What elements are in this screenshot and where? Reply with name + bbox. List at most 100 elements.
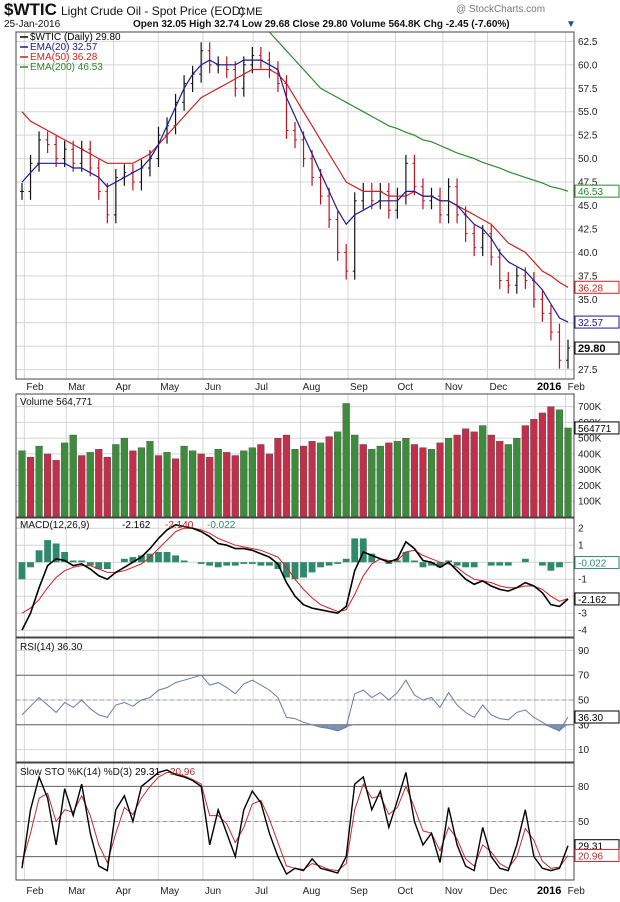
macd-histogram-bar [291, 562, 299, 580]
macd-legend-value: -2.162 [122, 520, 151, 531]
volume-bar [538, 412, 546, 518]
volume-bar [61, 442, 69, 518]
volume-bar [171, 458, 180, 518]
month-label-top: Feb [568, 382, 586, 393]
price-y-tick-label: 27.5 [578, 365, 598, 376]
volume-bar [496, 441, 504, 518]
volume-bar [530, 419, 538, 518]
month-label-top: Apr [116, 382, 132, 393]
macd-histogram-bar [103, 562, 111, 569]
volume-value-tag: 564771 [578, 424, 612, 435]
sto-d-value-tag: 20.96 [578, 851, 603, 862]
price-y-tick-label: 60.0 [578, 60, 598, 71]
ema200-value-tag: 46.53 [578, 187, 603, 198]
chart-header: $WTIC Light Crude Oil - Spot Price (EOD)… [4, 0, 576, 30]
macd-histogram-bar [487, 562, 495, 566]
volume-bar [325, 436, 333, 518]
volume-bar [479, 425, 487, 518]
price-y-tick-label: 52.5 [578, 131, 598, 142]
symbol: $WTIC [4, 0, 57, 19]
macd-histogram-bar [265, 562, 273, 566]
macd-panel-frame [15, 517, 575, 638]
macd-histogram-bar [257, 562, 265, 566]
month-label-bottom: Oct [397, 886, 413, 897]
macd-histogram-bar [538, 562, 546, 566]
price-y-tick-label: 62.5 [578, 37, 598, 48]
rsi-oversold-fill [337, 724, 347, 731]
volume-bar [299, 445, 308, 518]
macd-hist-value-tag: -0.022 [578, 559, 607, 570]
volume-bar [274, 438, 282, 518]
month-label-top: May [160, 382, 179, 393]
rsi-y-tick-label: 30 [578, 720, 590, 731]
sto-k-value-tag: 29.31 [578, 842, 603, 853]
month-label-top: Aug [303, 382, 321, 393]
volume-bar [410, 444, 418, 518]
volume-value-tag-box [574, 421, 620, 435]
volume-bar [206, 456, 214, 518]
macd-histogram-bar [240, 562, 248, 564]
volume-legend: Volume 564,771 [20, 397, 93, 408]
volume-panel: 700K600K500K400K300K200K100KVolume 564,7… [15, 393, 620, 518]
macd-y-tick-label: 1 [578, 541, 584, 552]
price-panel-frame [15, 31, 575, 380]
month-label-bottom: Jul [255, 886, 268, 897]
rsi-oversold-fill [329, 724, 338, 731]
macd-histogram-bar [308, 562, 316, 573]
macd-y-tick-label: -4 [578, 626, 587, 637]
chart-date: 25-Jan-2016 [4, 19, 61, 30]
macd-histogram-bar [462, 562, 470, 568]
volume-bar [248, 447, 256, 518]
volume-bar [282, 434, 291, 518]
macd-histogram-bar [180, 560, 188, 563]
volume-y-tick-label: 700K [578, 402, 602, 413]
volume-y-tick-label: 100K [578, 497, 602, 508]
price-legend-item: EMA(50) 36.28 [30, 52, 98, 63]
volume-bar [351, 434, 359, 518]
rsi-oversold-fill [542, 724, 551, 728]
macd-legend-signal: -2.140 [165, 520, 194, 531]
month-label-bottom: Feb [26, 886, 44, 897]
macd-histogram-bar [419, 562, 427, 568]
month-label-bottom: Feb [568, 886, 586, 897]
macd-histogram-bar [521, 558, 529, 563]
macd-histogram-bar [470, 562, 478, 568]
rsi-value-tag: 36.30 [578, 713, 603, 724]
exchange: CME [238, 6, 262, 18]
volume-bar [146, 441, 154, 518]
month-label-top: Nov [445, 382, 463, 393]
macd-y-tick-label: 2 [578, 524, 584, 535]
month-label-top: Dec [490, 382, 508, 393]
price-y-tick-label: 42.5 [578, 224, 598, 235]
macd-histogram-bar [411, 560, 418, 563]
macd-histogram-bar [86, 562, 94, 566]
volume-bar [487, 434, 495, 518]
macd-histogram-bar [163, 552, 171, 563]
volume-y-tick-label: 400K [578, 449, 602, 460]
month-label-bottom: Mar [68, 886, 86, 897]
chg-down-arrow-icon[interactable]: ▼ [566, 19, 576, 30]
volume-y-tick-label: 300K [578, 465, 602, 476]
volume-bar [359, 444, 367, 518]
macd-histogram-bar [342, 558, 350, 563]
rsi-line [21, 674, 569, 732]
close-value-tag-box [574, 341, 620, 355]
volume-bar [419, 447, 427, 518]
month-label-bottom: Dec [490, 886, 508, 897]
macd-histogram-bar [368, 553, 376, 563]
volume-bar [189, 450, 197, 518]
volume-bar [180, 445, 188, 518]
macd-histogram-bar [206, 562, 214, 566]
month-label-top: 2016 [537, 381, 561, 393]
volume-bar [521, 425, 529, 518]
month-label-bottom: Nov [445, 886, 463, 897]
volume-bar [376, 445, 384, 518]
macd-histogram-bar [300, 562, 307, 578]
macd-histogram-bar [35, 550, 43, 563]
macd-legend-hist: -0.022 [207, 520, 236, 531]
volume-bar [44, 453, 52, 518]
macd-histogram-bar [453, 562, 461, 566]
price-y-tick-label: 55.0 [578, 107, 598, 118]
